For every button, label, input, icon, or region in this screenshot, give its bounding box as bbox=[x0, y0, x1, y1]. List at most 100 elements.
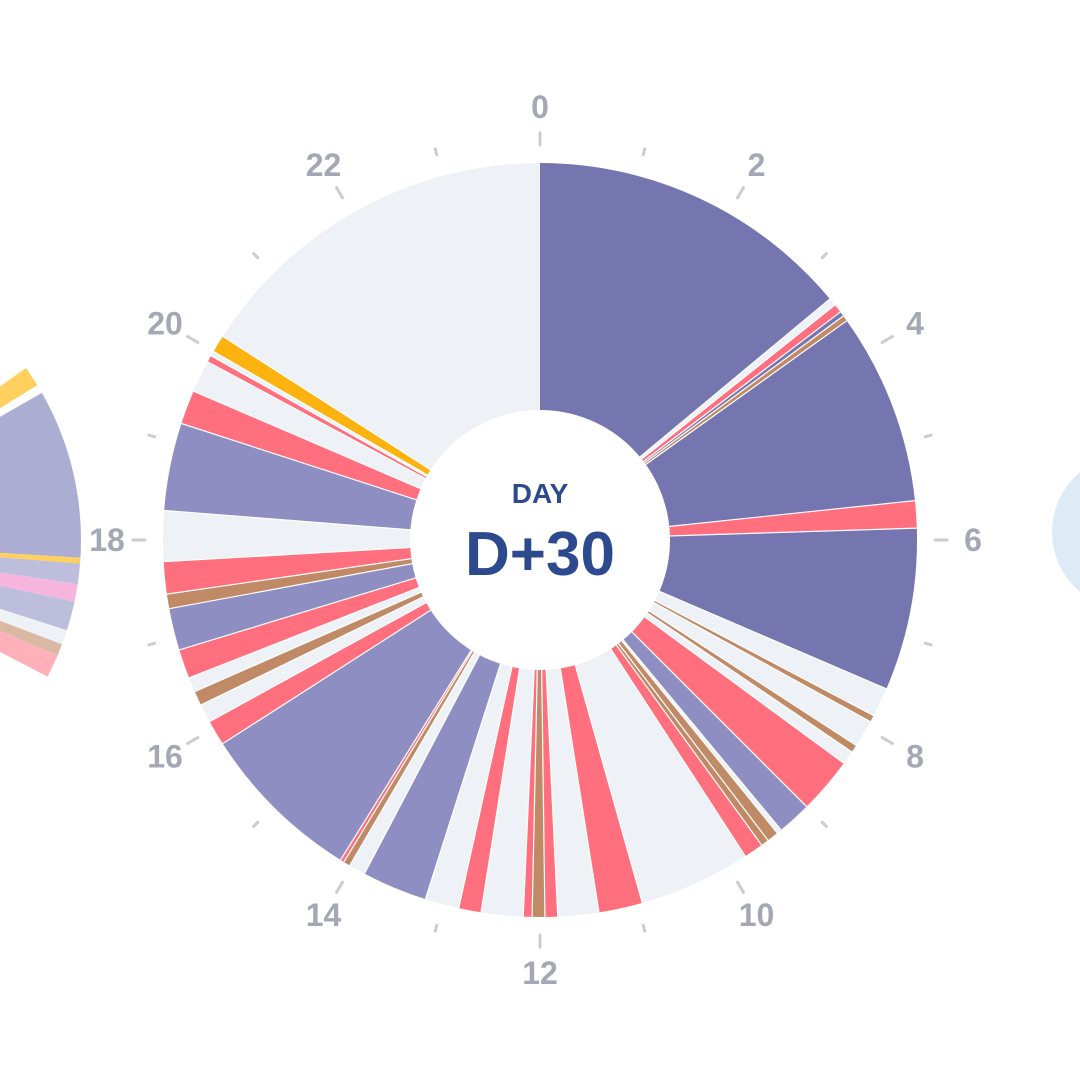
segment-feed[interactable] bbox=[163, 547, 414, 595]
segment-diaper[interactable] bbox=[615, 641, 768, 845]
preview-segment bbox=[0, 630, 58, 677]
segment-sleep[interactable] bbox=[657, 528, 917, 689]
previous-day-chart-preview[interactable] bbox=[0, 368, 81, 677]
segment-diaper[interactable] bbox=[166, 558, 415, 609]
segment-sleep_light[interactable] bbox=[222, 609, 473, 860]
segment-feed[interactable] bbox=[560, 663, 643, 913]
segment-separator bbox=[643, 320, 848, 467]
segment-separator bbox=[164, 509, 413, 531]
segment-awake[interactable] bbox=[425, 661, 513, 909]
segment-feed[interactable] bbox=[667, 500, 917, 536]
center-hole bbox=[410, 410, 670, 670]
segment-feed[interactable] bbox=[630, 615, 844, 807]
segment-sleep_light[interactable] bbox=[364, 653, 502, 900]
segment-awake[interactable] bbox=[546, 666, 599, 917]
segment-separator bbox=[609, 647, 746, 857]
segment-separator bbox=[574, 663, 643, 904]
segment-diaper[interactable] bbox=[652, 599, 874, 722]
segment-awake[interactable] bbox=[163, 510, 413, 562]
preview-segment bbox=[0, 552, 81, 564]
segment-separator bbox=[363, 652, 481, 874]
segment-awake[interactable] bbox=[481, 666, 535, 917]
preview-segment bbox=[0, 585, 75, 631]
hour-tick-label: 14 bbox=[306, 897, 342, 933]
hour-tick-label: 16 bbox=[147, 739, 183, 775]
segment-awake[interactable] bbox=[193, 361, 428, 490]
segment-separator bbox=[657, 589, 887, 690]
segment-separator bbox=[424, 661, 502, 900]
segment-diaper[interactable] bbox=[532, 667, 545, 917]
segment-awake[interactable] bbox=[211, 351, 430, 478]
segment-separator bbox=[339, 648, 473, 861]
segment-feed[interactable] bbox=[523, 667, 538, 917]
segment-separator bbox=[193, 390, 423, 491]
center-caption: DAY bbox=[512, 478, 569, 509]
segment-awake[interactable] bbox=[201, 596, 428, 722]
segment-awake[interactable] bbox=[620, 638, 782, 833]
segment-awake[interactable] bbox=[643, 611, 852, 764]
segment-feed[interactable] bbox=[207, 355, 429, 480]
segment-sleep_light[interactable] bbox=[169, 563, 418, 650]
segment-diaper[interactable] bbox=[194, 591, 425, 705]
segment-awake[interactable] bbox=[222, 163, 541, 471]
segment-awake[interactable] bbox=[647, 601, 871, 746]
preview-segment bbox=[0, 620, 63, 656]
hour-tick-mark bbox=[252, 252, 260, 260]
segment-diaper[interactable] bbox=[617, 639, 778, 841]
segment-sleep[interactable] bbox=[641, 312, 844, 464]
segment-separator bbox=[222, 335, 433, 472]
hour-tick-mark bbox=[880, 736, 894, 745]
segment-separator bbox=[207, 361, 428, 481]
segment-diaper[interactable] bbox=[642, 316, 847, 466]
segment-feed[interactable] bbox=[340, 648, 474, 862]
segment-feed[interactable] bbox=[640, 305, 841, 463]
segment-feed[interactable] bbox=[181, 391, 423, 501]
segment-feed[interactable] bbox=[458, 664, 520, 913]
chart-segments bbox=[163, 163, 917, 917]
segment-diaper[interactable] bbox=[645, 609, 857, 752]
segment-sleep_light[interactable] bbox=[621, 630, 807, 830]
segment-diaper[interactable] bbox=[343, 649, 476, 866]
segment-feed[interactable] bbox=[209, 601, 433, 744]
next-day-chart-preview[interactable] bbox=[1052, 454, 1080, 610]
preview-segment bbox=[0, 557, 81, 585]
segment-separator bbox=[652, 599, 874, 717]
preview-segment bbox=[0, 608, 67, 645]
preview-segment bbox=[0, 368, 38, 409]
segment-separator bbox=[163, 546, 413, 563]
hour-tick-label: 8 bbox=[906, 739, 924, 775]
segment-awake[interactable] bbox=[653, 590, 887, 716]
segment-separator bbox=[179, 576, 418, 651]
hour-tick-mark bbox=[433, 147, 439, 157]
hour-tick-mark bbox=[736, 880, 745, 894]
segment-separator bbox=[209, 601, 429, 723]
hour-tick-label: 0 bbox=[531, 89, 549, 125]
segment-feed[interactable] bbox=[609, 643, 762, 857]
segment-feed[interactable] bbox=[541, 667, 558, 917]
segment-awake[interactable] bbox=[574, 647, 746, 903]
segment-sleep_light[interactable] bbox=[164, 423, 419, 530]
segment-play[interactable] bbox=[213, 336, 433, 476]
hour-tick-mark bbox=[186, 335, 200, 344]
segment-separator bbox=[545, 667, 559, 917]
preview-segment bbox=[0, 572, 78, 602]
hour-tick-mark bbox=[186, 736, 200, 745]
segment-separator bbox=[638, 298, 831, 459]
hour-tick-mark bbox=[923, 641, 933, 647]
segment-separator bbox=[181, 422, 419, 502]
segment-awake[interactable] bbox=[189, 586, 423, 692]
segment-separator bbox=[210, 355, 429, 478]
segment-feed[interactable] bbox=[179, 577, 421, 678]
hour-tick-mark bbox=[335, 186, 344, 200]
segment-awake[interactable] bbox=[349, 650, 481, 874]
hour-tick-label: 6 bbox=[964, 522, 982, 558]
segment-sleep[interactable] bbox=[540, 163, 830, 459]
segment-separator bbox=[621, 638, 782, 831]
segment-separator bbox=[667, 527, 917, 537]
segment-awake[interactable] bbox=[638, 298, 835, 461]
segment-separator bbox=[349, 650, 476, 866]
segment-sleep[interactable] bbox=[644, 320, 915, 527]
center-day-value: D+30 bbox=[465, 520, 615, 589]
segment-separator bbox=[647, 609, 857, 746]
segment-separator bbox=[642, 615, 845, 764]
